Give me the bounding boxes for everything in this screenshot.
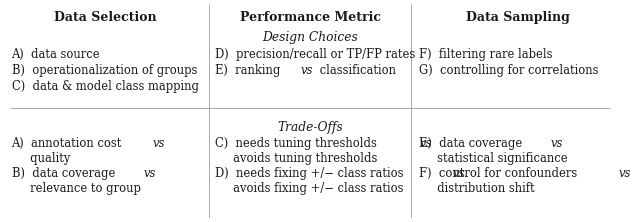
Text: G)  controlling for correlations: G) controlling for correlations [419,64,598,77]
Text: vs: vs [619,166,631,180]
Text: B)  data coverage: B) data coverage [12,166,118,180]
Text: F)  filtering rare labels: F) filtering rare labels [419,48,552,61]
Text: B)  operationalization of groups: B) operationalization of groups [12,64,197,77]
Text: C)  data & model class mapping: C) data & model class mapping [12,80,198,93]
Text: relevance to group: relevance to group [12,182,140,194]
Text: A)  data source: A) data source [12,48,100,61]
Text: vs: vs [452,166,465,180]
Text: E)  data coverage: E) data coverage [419,137,526,150]
Text: Data Selection: Data Selection [54,11,156,24]
Text: vs: vs [143,166,156,180]
Text: avoids fixing +/− class ratios: avoids fixing +/− class ratios [215,182,404,194]
Text: Performance Metric: Performance Metric [239,11,381,24]
Text: D)  needs fixing +/− class ratios: D) needs fixing +/− class ratios [215,166,408,180]
Text: distribution shift: distribution shift [419,182,534,194]
Text: classification: classification [316,64,396,77]
Text: A)  annotation cost: A) annotation cost [12,137,125,150]
Text: D)  precision/recall or TP/FP rates: D) precision/recall or TP/FP rates [215,48,415,61]
Text: vs: vs [419,137,432,150]
Text: quality: quality [12,152,70,165]
Text: vs: vs [152,137,164,150]
Text: E)  ranking: E) ranking [215,64,284,77]
Text: statistical significance: statistical significance [419,152,568,165]
Text: Trade-Offs: Trade-Offs [277,121,343,134]
Text: Design Choices: Design Choices [262,31,358,44]
Text: vs: vs [300,64,313,77]
Text: Data Sampling: Data Sampling [466,11,570,24]
Text: avoids tuning thresholds: avoids tuning thresholds [215,152,378,165]
Text: vs: vs [551,137,563,150]
Text: F)  control for confounders: F) control for confounders [419,166,581,180]
Text: C)  needs tuning thresholds: C) needs tuning thresholds [215,137,381,150]
